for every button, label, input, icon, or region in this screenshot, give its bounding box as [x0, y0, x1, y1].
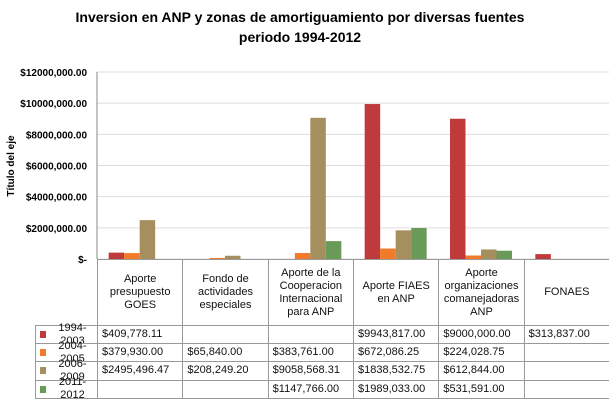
bar: [294, 253, 311, 259]
bar: [310, 117, 326, 259]
y-tick-label: $4000,000.00: [26, 193, 88, 204]
bar: [535, 254, 551, 259]
data-label: [523, 361, 609, 381]
data-label: [523, 343, 609, 363]
legend-label: 2011-2012: [58, 376, 87, 400]
bar: [450, 118, 466, 259]
y-tick-label: $6000,000.00: [26, 162, 88, 173]
data-label: [182, 325, 269, 345]
chart-title: Inversion en ANP y zonas de amortiguamie…: [76, 9, 525, 25]
data-label: [523, 379, 609, 399]
data-label: $224,028.75: [438, 343, 525, 363]
bar: [465, 255, 481, 259]
category-label: Aporte FIAES en ANP: [353, 259, 440, 326]
bar: [108, 252, 125, 259]
data-label: $208,249.20: [182, 361, 269, 381]
data-label: $9943,817.00: [353, 325, 440, 345]
data-label: $1838,532.75: [353, 361, 440, 381]
bar: [380, 248, 396, 259]
data-label: $379,930.00: [97, 343, 184, 363]
y-axis-label: Título del eje: [6, 135, 17, 197]
legend-entry: 2011-2012: [35, 376, 98, 400]
data-label: $409,778.11: [97, 325, 184, 345]
y-tick-label: $8000,000.00: [26, 130, 88, 141]
bar: [395, 230, 412, 259]
bar: [411, 228, 427, 259]
data-label: $313,837.00: [523, 325, 609, 345]
bar: [139, 220, 156, 259]
bar: [209, 257, 225, 259]
bar: [496, 250, 512, 259]
data-label: $65,840.00: [182, 343, 269, 363]
legend-swatch: [40, 331, 46, 339]
data-label: $612,844.00: [438, 361, 525, 381]
data-label: [267, 325, 354, 345]
y-tick-label: $2000,000.00: [26, 224, 88, 235]
category-label: Aporte organizaciones comanejadoras ANP: [438, 259, 525, 326]
bar: [325, 241, 342, 259]
data-label: $383,761.00: [267, 343, 354, 363]
y-tick-label: $10000,000.00: [20, 99, 87, 110]
bar: [481, 249, 497, 259]
data-label: $1989,033.00: [353, 379, 440, 399]
data-label: [97, 379, 184, 399]
category-label: FONAES: [523, 259, 609, 326]
data-label: $672,086.25: [353, 343, 440, 363]
y-tick-label: $12000,000.00: [20, 68, 87, 79]
data-label: [182, 379, 269, 399]
chart-subtitle: periodo 1994-2012: [239, 29, 361, 45]
bar: [364, 104, 381, 260]
bar: [124, 253, 140, 259]
data-label: $9000,000.00: [438, 325, 525, 345]
data-label: $531,591.00: [438, 379, 525, 399]
legend-swatch: [40, 367, 46, 375]
legend-swatch: [40, 385, 47, 393]
category-label: Aporte de la Cooperacion Internacional p…: [267, 259, 354, 326]
legend-swatch: [40, 349, 46, 357]
data-label: $9058,568.31: [267, 361, 354, 381]
bar: [225, 255, 241, 259]
y-tick-label: $-: [78, 255, 87, 266]
data-label: $1147,766.00: [267, 379, 354, 399]
category-label: Fondo de actividades especiales: [182, 259, 269, 326]
category-label: Aporte presupuesto GOES: [97, 259, 184, 326]
data-label: $2495,496.47: [97, 361, 184, 381]
